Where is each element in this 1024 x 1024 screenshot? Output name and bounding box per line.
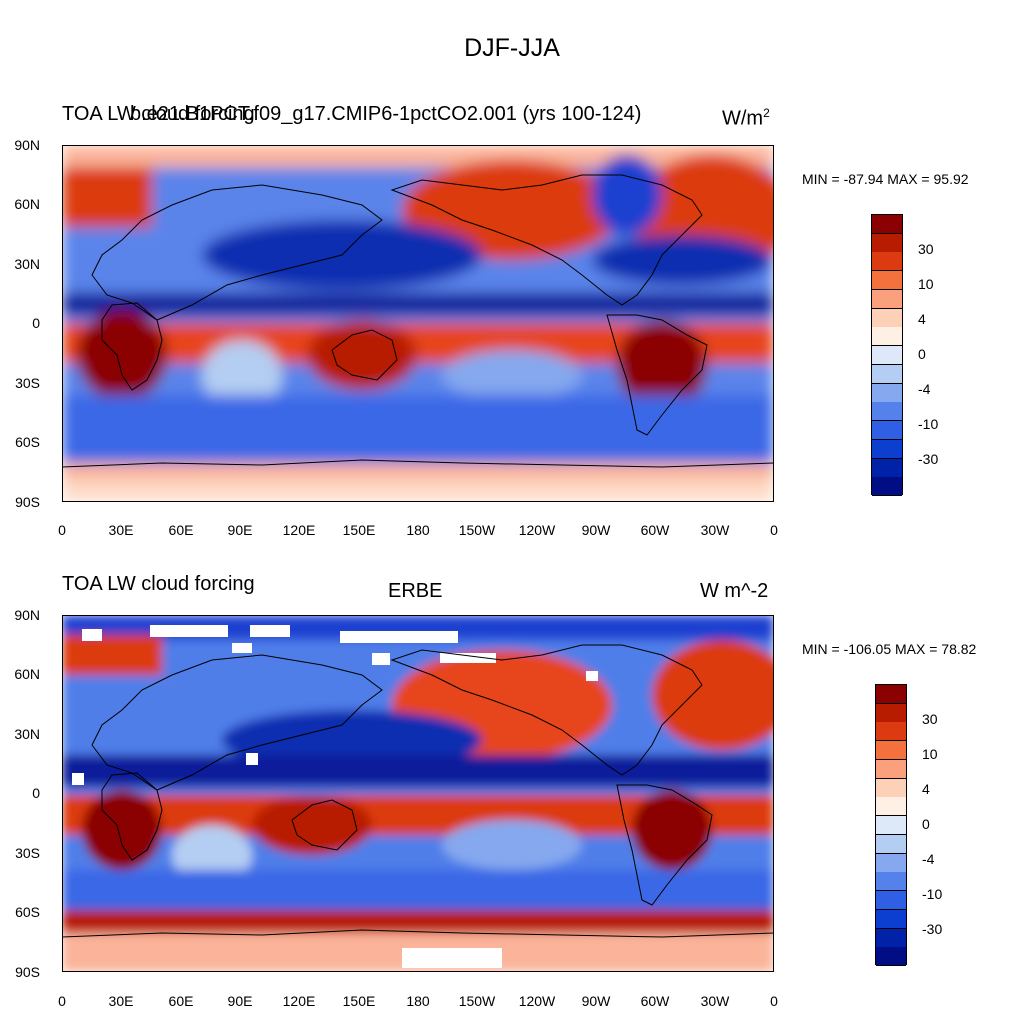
lat-tick-label: 30S [15,375,40,391]
colorbar-swatch [876,685,906,704]
lat-tick-label: 90N [14,607,40,623]
lon-tick-label: 150W [458,522,496,538]
colorbar-label: -30 [918,451,939,467]
lat-tick-label: 0 [32,315,40,331]
colorbar-swatch [872,383,902,403]
colorbar-swatch [872,271,902,291]
colorbar-swatch [872,439,902,459]
lat-tick-label: 30N [14,256,40,272]
lon-tick-label: 30W [700,522,730,538]
lon-tick-label: 60E [168,993,194,1009]
colorbar-swatch [876,834,906,854]
colorbar-swatch [876,759,906,779]
lon-tick-label: 120E [282,522,316,538]
colorbar-label: 30 [922,711,938,727]
lon-tick-label: 150W [458,993,496,1009]
min-max-stats: MIN = -87.94 MAX = 95.92 [802,171,969,187]
colorbar-label: 4 [922,781,930,797]
colorbar-swatch [876,797,906,817]
colorbar-label: 30 [918,241,934,257]
lat-tick-label: 30N [14,726,40,742]
lon-tick-label: 0 [58,993,66,1009]
map-model [62,145,774,502]
colorbar-swatch [872,308,902,328]
panel-units: W m^-2 [700,580,769,602]
colorbar-label: 4 [918,311,926,327]
lon-tick-label: 0 [770,993,778,1009]
map-obs [62,615,774,972]
colorbar-swatch [872,421,902,441]
panel-center-title: ERBE [388,580,443,602]
lon-tick-label: 30E [108,522,134,538]
colorbar-label: -30 [922,921,943,937]
lon-tick-label: 90W [581,522,611,538]
panel-center-title: b.e21.B1PCT.f09_g17.CMIP6-1pctCO2.001 (y… [130,103,642,125]
lon-tick-label: 180 [406,522,430,538]
colorbar-swatch [876,947,906,967]
colorbar-swatch [872,364,902,384]
lon-tick-label: 120E [282,993,316,1009]
lon-tick-label: 0 [770,522,778,538]
colorbar-label: 10 [918,276,934,292]
lon-tick-label: 0 [58,522,66,538]
colorbar-swatch [872,402,902,422]
colorbar-label: -4 [918,381,931,397]
lat-tick-label: 60N [14,666,40,682]
lon-tick-label: 120W [518,522,556,538]
min-max-stats: MIN = -106.05 MAX = 78.82 [802,641,977,657]
colorbar-swatch [872,289,902,309]
figure-title: DJF-JJA [464,34,560,62]
colorbar-label: -4 [922,851,935,867]
lat-tick-label: 90S [15,964,40,980]
colorbar-label: 0 [918,346,926,362]
lat-tick-label: 90N [14,137,40,153]
colorbar [875,684,907,967]
lon-tick-label: 30E [108,993,134,1009]
colorbar-swatch [876,722,906,742]
colorbar-swatch [876,872,906,892]
colorbar-swatch [876,891,906,911]
lat-tick-label: 60S [15,904,40,920]
lon-tick-label: 120W [518,993,556,1009]
colorbar-label: 0 [922,816,930,832]
lon-tick-label: 60W [640,993,670,1009]
panel-units: W/m2 [722,106,770,130]
lat-tick-label: 30S [15,845,40,861]
lon-tick-label: 60W [640,522,670,538]
lat-tick-label: 90S [15,494,40,510]
colorbar-swatch [876,853,906,873]
lon-tick-label: 60E [168,522,194,538]
colorbar-swatch [872,477,902,497]
colorbar-label: -10 [922,886,943,902]
lat-tick-label: 0 [32,785,40,801]
colorbar-label: -10 [918,416,939,432]
lon-tick-label: 150E [342,993,376,1009]
colorbar-label: 10 [922,746,938,762]
lat-tick-label: 60S [15,434,40,450]
colorbar-swatch [876,703,906,723]
colorbar-swatch [872,233,902,253]
colorbar-swatch [876,778,906,798]
colorbar-swatch [872,346,902,366]
colorbar-swatch [872,215,902,234]
panel-left-title: TOA LW cloud forcing [62,103,255,125]
lon-tick-label: 30W [700,993,730,1009]
lat-tick-label: 60N [14,196,40,212]
colorbar-swatch [872,458,902,478]
colorbar-swatch [876,816,906,836]
lon-tick-label: 150E [342,522,376,538]
panel-left-title: TOA LW cloud forcing [62,573,255,595]
lon-tick-label: 90W [581,993,611,1009]
lon-tick-label: 90E [227,993,253,1009]
colorbar-swatch [872,327,902,347]
lon-tick-label: 90E [227,522,253,538]
colorbar-swatch [876,741,906,761]
lon-tick-label: 180 [406,993,430,1009]
colorbar-swatch [872,252,902,272]
colorbar [871,214,903,497]
colorbar-swatch [876,928,906,948]
colorbar-swatch [876,909,906,929]
